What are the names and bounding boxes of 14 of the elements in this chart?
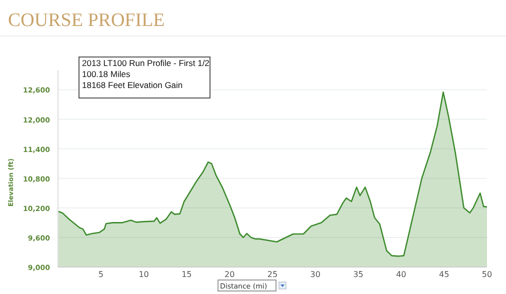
x-tick-label: 15	[182, 270, 192, 279]
x-tick-label: 50	[482, 270, 492, 279]
x-tick-label: 10	[138, 270, 149, 279]
x-tick-label: 45	[439, 270, 450, 279]
annotation: 100.18 Miles	[82, 69, 130, 79]
x-tick-label: 30	[310, 270, 320, 279]
x-tick-label: 35	[353, 270, 364, 279]
x-tick-label: 40	[396, 270, 406, 279]
annotation: 18168 Feet Elevation Gain	[82, 80, 183, 90]
x-tick-label: 5	[98, 270, 104, 279]
text: 2013 LT100 Run Profile - First 1/2	[82, 58, 210, 68]
chart-title: COURSE PROFILE	[8, 10, 165, 31]
x-tick-label: 25	[267, 270, 278, 279]
x-tick-label: 20	[224, 270, 235, 279]
